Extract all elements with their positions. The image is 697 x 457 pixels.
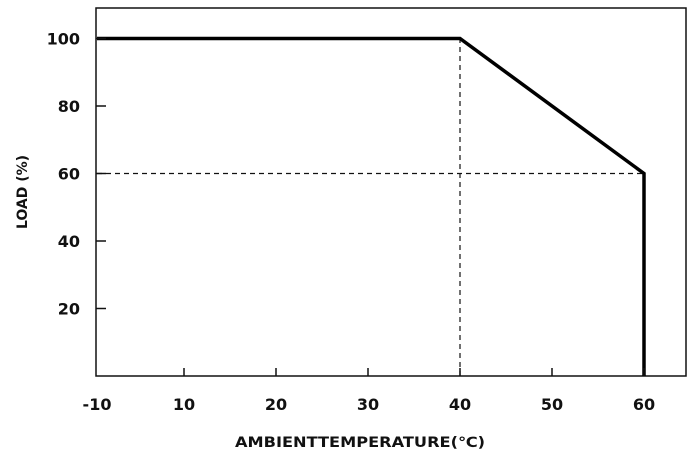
derating-curve	[97, 36, 646, 376]
x-tick-label: 20	[265, 395, 287, 414]
y-tick-label: 20	[58, 300, 80, 319]
plot-frame	[95, 7, 687, 377]
y-axis-title: LOAD (%)	[15, 155, 31, 229]
y-tick-label: 40	[58, 232, 80, 251]
x-axis-title: AMBIENTTEMPERATURE(℃)	[235, 435, 485, 451]
y-tick-label: 80	[58, 97, 80, 116]
x-tick-label: -10	[83, 395, 112, 414]
x-tick-label: 40	[449, 395, 471, 414]
y-tick-label: 60	[58, 165, 80, 184]
x-tick-label: 50	[541, 395, 563, 414]
y-tick-label: 100	[47, 30, 80, 49]
x-tick-label: 10	[173, 395, 195, 414]
x-tick-label: 60	[633, 395, 655, 414]
x-tick-label: 30	[357, 395, 379, 414]
